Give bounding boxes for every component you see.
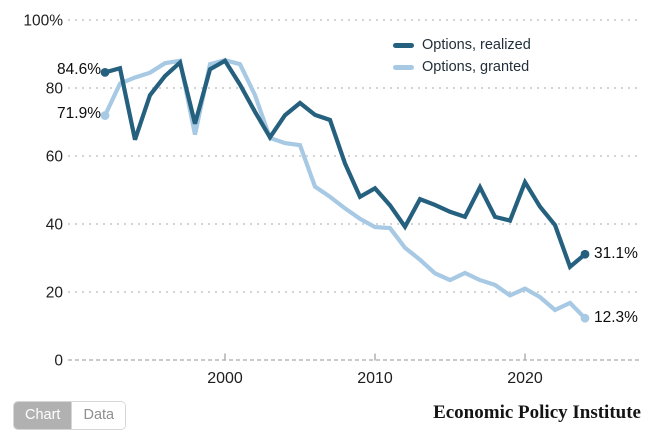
legend-item-options-granted: Options, granted [393,56,531,78]
y-axis-tick-label: 100% [23,13,63,30]
series-endpoint-dot-realized [100,67,110,77]
attribution: Economic Policy Institute [433,402,641,423]
y-axis-tick-label: 20 [46,285,64,302]
legend-item-options-realized: Options, realized [393,34,531,56]
series-line-granted [102,57,588,321]
annotation-end-realized: 31.1% [594,245,638,262]
series-endpoint-dot-granted [100,111,110,120]
series-endpoint-dot-realized [580,249,590,259]
x-axis-tick-label: 2000 [207,370,243,387]
legend-label-granted: Options, granted [422,59,530,75]
chart-data-toggle: Chart Data [13,401,127,431]
annotation-end-granted: 12.3% [594,309,638,326]
data-tab-button[interactable]: Data [71,402,126,430]
chart-tab-button[interactable]: Chart [14,402,72,430]
annotation-start-granted: 71.9% [57,105,101,122]
legend-swatch-realized [393,42,414,48]
x-axis-tick-label: 2020 [507,370,543,387]
series-line-realized [102,57,588,271]
x-axis-tick-label: 2010 [357,370,393,387]
legend-swatch-granted [393,64,414,70]
annotation-start-realized: 84.6% [57,61,101,78]
chart-legend: Options, realized Options, granted [393,34,531,78]
y-axis-tick-label: 0 [54,353,63,370]
y-axis-tick-label: 60 [46,149,64,166]
y-axis-tick-label: 40 [46,217,64,234]
legend-label-realized: Options, realized [422,37,531,53]
y-axis-tick-label: 80 [46,81,64,98]
series-endpoint-dot-granted [580,313,590,323]
